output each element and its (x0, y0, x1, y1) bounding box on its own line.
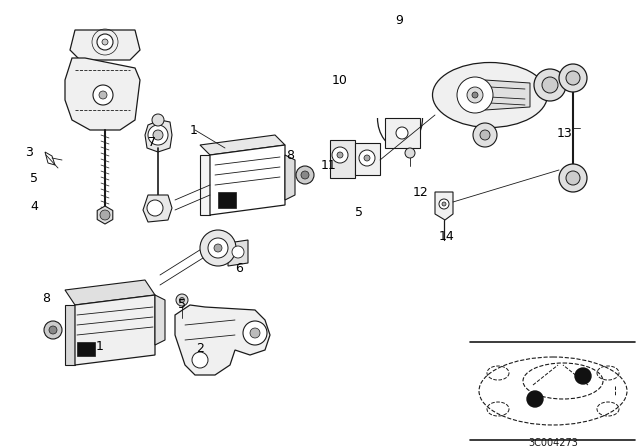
Circle shape (97, 34, 113, 50)
Circle shape (467, 87, 483, 103)
Polygon shape (175, 305, 270, 375)
Circle shape (457, 77, 493, 113)
Polygon shape (435, 192, 453, 220)
Text: 14: 14 (439, 229, 455, 242)
Circle shape (232, 246, 244, 258)
Text: 4: 4 (30, 201, 38, 214)
Circle shape (337, 152, 343, 158)
Polygon shape (485, 80, 530, 110)
Circle shape (250, 328, 260, 338)
Polygon shape (385, 118, 420, 148)
Text: 1: 1 (96, 340, 104, 353)
Circle shape (99, 91, 107, 99)
Circle shape (148, 125, 168, 145)
Text: 6: 6 (235, 262, 243, 275)
Text: 5: 5 (355, 206, 363, 219)
Circle shape (480, 130, 490, 140)
Ellipse shape (433, 63, 547, 128)
Circle shape (192, 352, 208, 368)
Circle shape (152, 114, 164, 126)
Circle shape (559, 64, 587, 92)
Polygon shape (97, 206, 113, 224)
Polygon shape (330, 140, 355, 178)
Circle shape (200, 230, 236, 266)
Polygon shape (155, 295, 165, 345)
Polygon shape (75, 295, 155, 365)
Text: 2: 2 (196, 341, 204, 354)
Polygon shape (143, 195, 172, 222)
Circle shape (243, 321, 267, 345)
Circle shape (364, 155, 370, 161)
Circle shape (439, 199, 449, 209)
Polygon shape (70, 30, 140, 60)
Text: 3C004273: 3C004273 (528, 438, 578, 448)
Text: 12: 12 (413, 185, 429, 198)
Circle shape (566, 171, 580, 185)
Circle shape (575, 368, 591, 384)
Text: 9: 9 (395, 13, 403, 26)
Circle shape (176, 294, 188, 306)
Text: 11: 11 (321, 159, 337, 172)
Text: 3: 3 (25, 146, 33, 159)
Circle shape (208, 238, 228, 258)
Circle shape (473, 123, 497, 147)
Circle shape (179, 297, 184, 302)
Circle shape (93, 85, 113, 105)
Circle shape (559, 164, 587, 192)
Text: 13: 13 (557, 126, 573, 139)
Circle shape (534, 69, 566, 101)
Polygon shape (65, 58, 140, 130)
Polygon shape (65, 280, 155, 305)
Circle shape (405, 148, 415, 158)
Text: 5: 5 (30, 172, 38, 185)
Bar (77, 342, 95, 356)
Circle shape (296, 166, 314, 184)
Circle shape (332, 147, 348, 163)
Polygon shape (145, 120, 172, 152)
Circle shape (100, 210, 110, 220)
Text: 10: 10 (332, 73, 348, 86)
Circle shape (359, 150, 375, 166)
Circle shape (542, 77, 558, 93)
Circle shape (214, 244, 222, 252)
Text: 5: 5 (178, 297, 186, 310)
Circle shape (301, 171, 309, 179)
Circle shape (102, 39, 108, 45)
Circle shape (472, 92, 478, 98)
Text: 8: 8 (286, 148, 294, 161)
Polygon shape (65, 305, 75, 365)
Circle shape (396, 127, 408, 139)
Circle shape (442, 202, 446, 206)
Circle shape (527, 391, 543, 407)
Polygon shape (200, 135, 285, 155)
Text: 8: 8 (42, 292, 50, 305)
Polygon shape (285, 155, 295, 200)
Polygon shape (355, 143, 380, 175)
Circle shape (147, 200, 163, 216)
Circle shape (44, 321, 62, 339)
Polygon shape (210, 145, 285, 215)
Circle shape (153, 130, 163, 140)
Circle shape (566, 71, 580, 85)
Circle shape (49, 326, 57, 334)
Text: 7: 7 (148, 135, 156, 148)
Polygon shape (200, 155, 210, 215)
Polygon shape (228, 240, 248, 266)
Text: 1: 1 (190, 124, 198, 137)
Bar (218, 192, 236, 208)
